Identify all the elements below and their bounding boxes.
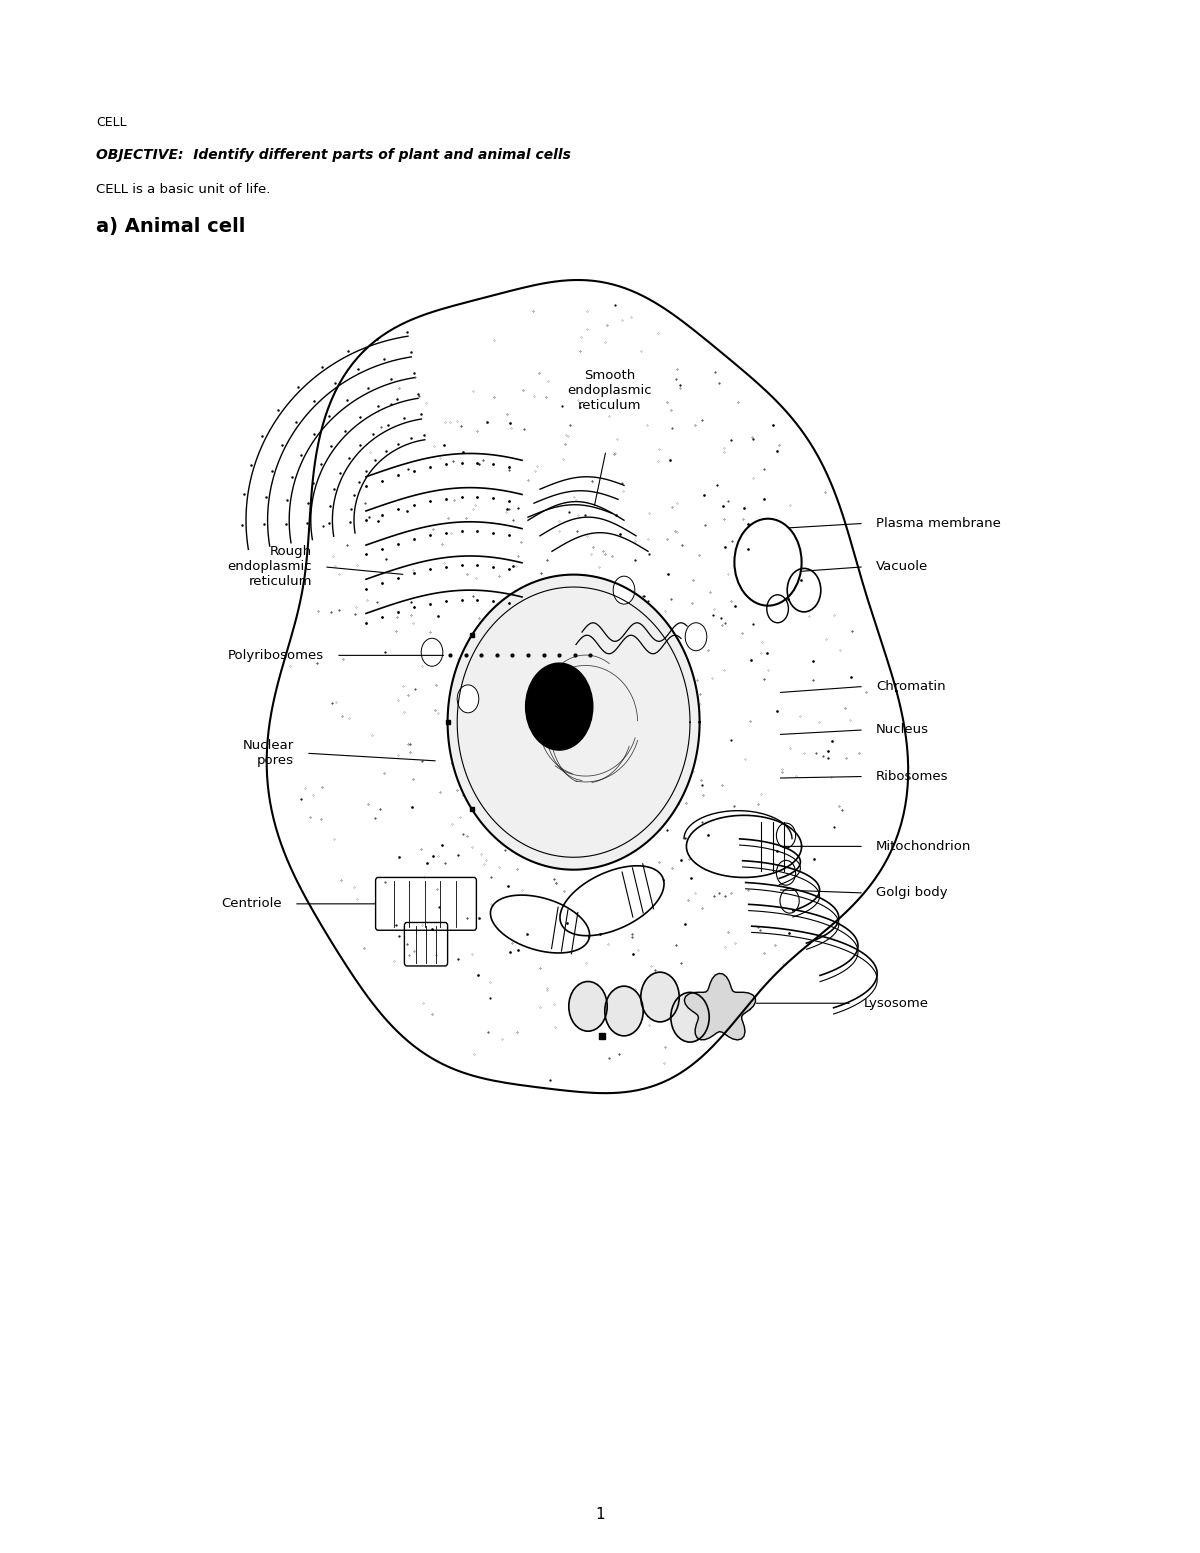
- Polygon shape: [448, 575, 700, 870]
- Text: OBJECTIVE:  Identify different parts of plant and animal cells: OBJECTIVE: Identify different parts of p…: [96, 148, 571, 162]
- Text: a) Animal cell: a) Animal cell: [96, 217, 245, 236]
- Circle shape: [457, 685, 479, 713]
- Text: Mitochondrion: Mitochondrion: [876, 840, 971, 853]
- Text: Centriole: Centriole: [221, 898, 282, 910]
- Circle shape: [526, 663, 593, 750]
- Circle shape: [613, 576, 635, 604]
- Circle shape: [605, 986, 643, 1036]
- Polygon shape: [684, 974, 756, 1041]
- Polygon shape: [560, 867, 664, 935]
- Polygon shape: [491, 895, 589, 954]
- Circle shape: [767, 595, 788, 623]
- Text: Plasma membrane: Plasma membrane: [876, 517, 1001, 530]
- Circle shape: [685, 623, 707, 651]
- Circle shape: [776, 860, 796, 885]
- Circle shape: [787, 568, 821, 612]
- Text: Nucleus: Nucleus: [876, 724, 929, 736]
- Text: Golgi body: Golgi body: [876, 887, 948, 899]
- Text: Polyribosomes: Polyribosomes: [228, 649, 324, 662]
- Text: Lysosome: Lysosome: [864, 997, 929, 1009]
- Text: CELL is a basic unit of life.: CELL is a basic unit of life.: [96, 183, 270, 196]
- Polygon shape: [686, 815, 802, 877]
- Circle shape: [671, 992, 709, 1042]
- Text: Ribosomes: Ribosomes: [876, 770, 948, 783]
- Circle shape: [776, 823, 796, 848]
- Text: Vacuole: Vacuole: [876, 561, 929, 573]
- Text: Rough
endoplasmic
reticulum: Rough endoplasmic reticulum: [227, 545, 312, 589]
- Text: CELL: CELL: [96, 116, 127, 129]
- Text: Chromatin: Chromatin: [876, 680, 946, 693]
- Text: Smooth
endoplasmic
reticulum: Smooth endoplasmic reticulum: [568, 368, 652, 412]
- Circle shape: [569, 981, 607, 1031]
- Circle shape: [641, 972, 679, 1022]
- Text: Nuclear
pores: Nuclear pores: [242, 739, 294, 767]
- Circle shape: [780, 888, 799, 913]
- Text: 1: 1: [595, 1506, 605, 1522]
- Circle shape: [734, 519, 802, 606]
- Circle shape: [421, 638, 443, 666]
- Polygon shape: [266, 280, 908, 1093]
